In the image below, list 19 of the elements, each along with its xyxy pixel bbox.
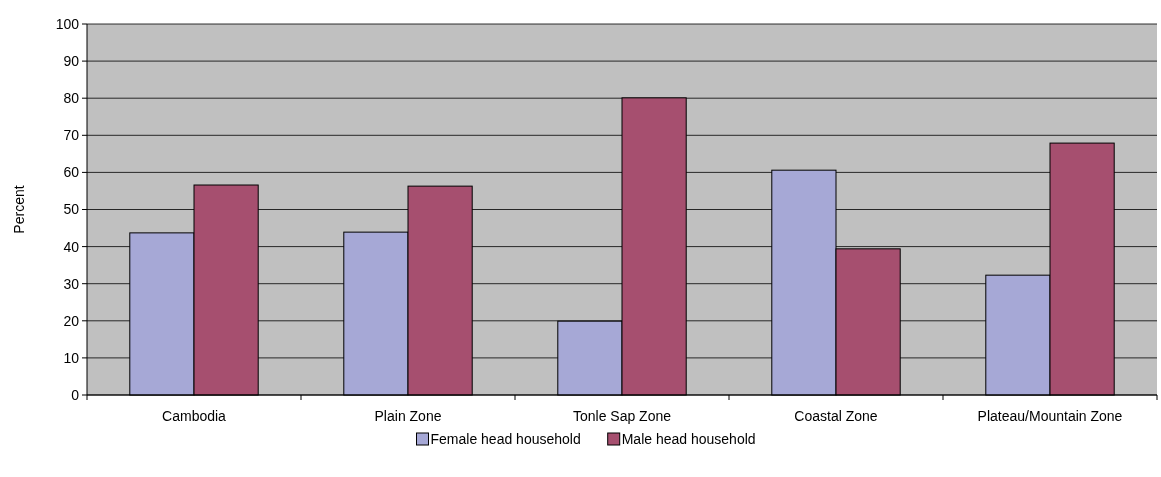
legend-label: Female head household: [430, 431, 581, 447]
y-tick-label: 90: [63, 53, 80, 69]
x-tick-label: Plain Zone: [374, 408, 442, 424]
x-tick-label: Tonle Sap Zone: [572, 408, 672, 424]
y-axis-title: Percent: [11, 185, 27, 234]
y-tick-label: 100: [55, 15, 80, 32]
y-tick-label: 20: [63, 312, 80, 329]
y-tick-label: 30: [63, 275, 80, 292]
x-tick-label: Plateau/Mountain Zone: [977, 408, 1123, 424]
y-tick-label: 10: [63, 349, 80, 366]
x-tick-label: Cambodia: [162, 408, 227, 424]
y-tick-label: 80: [63, 90, 80, 107]
legend-label: Male head household: [621, 431, 756, 447]
x-tick-label: Coastal Zone: [794, 408, 878, 424]
y-tick-label: 40: [63, 238, 80, 255]
y-tick-label: 0: [71, 386, 80, 403]
y-tick-label: 70: [63, 127, 80, 144]
y-tick-label: 50: [63, 201, 80, 218]
y-tick-label: 60: [63, 164, 80, 181]
